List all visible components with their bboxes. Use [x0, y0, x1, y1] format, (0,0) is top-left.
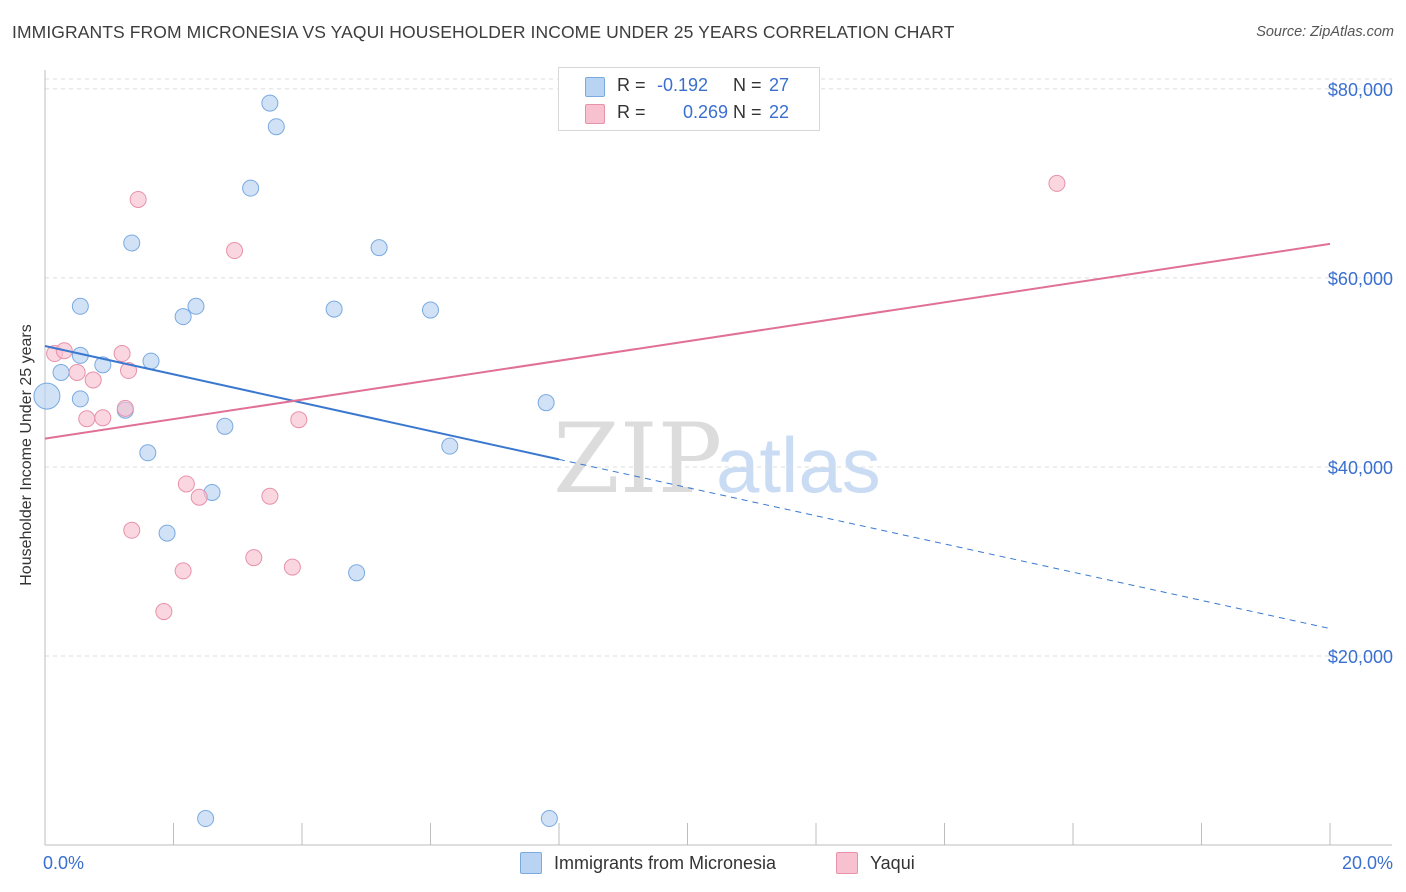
- legend-n-label: N =: [733, 102, 762, 122]
- micronesia-point: [142, 352, 160, 370]
- y-tick-label: $40,000: [1328, 458, 1393, 478]
- legend-n-label: N =: [733, 75, 762, 95]
- yaqui-point: [78, 410, 96, 428]
- x-tick-label: 0.0%: [43, 853, 84, 873]
- yaqui-point: [129, 190, 147, 208]
- source-label: Source: ZipAtlas.com: [1256, 24, 1394, 40]
- yaqui-point: [261, 487, 279, 505]
- yaqui-point: [84, 371, 102, 389]
- micronesia-point: [71, 390, 89, 408]
- micronesia-point: [242, 179, 260, 197]
- yaqui-trend-line: [44, 242, 1331, 440]
- yaqui-point: [174, 562, 192, 580]
- micronesia-point: [33, 382, 61, 410]
- legend-swatch-pink: [585, 104, 605, 124]
- yaqui-point: [116, 399, 134, 417]
- micronesia-point: [71, 297, 89, 315]
- legend-r-label: R =: [617, 102, 646, 122]
- micronesia-point: [174, 308, 192, 326]
- series-legend: Immigrants from Micronesia Yaqui: [0, 852, 1406, 876]
- yaqui-point: [245, 549, 263, 567]
- legend-r-label: R =: [617, 75, 646, 95]
- micronesia-point: [261, 94, 279, 112]
- micronesia-point: [52, 363, 70, 381]
- yaqui-point: [190, 488, 208, 506]
- series-swatch-blue: [520, 852, 542, 874]
- yaqui-point: [113, 345, 131, 363]
- micronesia-point: [540, 810, 558, 828]
- yaqui-point: [226, 242, 244, 260]
- yaqui-point: [68, 363, 86, 381]
- micronesia-point: [370, 239, 388, 257]
- watermark-zip: ZIP: [553, 403, 722, 515]
- series-legend-yaqui[interactable]: Yaqui: [836, 852, 915, 874]
- yaqui-point: [177, 475, 195, 493]
- yaqui-point: [123, 521, 141, 539]
- micronesia-point: [158, 524, 176, 542]
- legend-r-value: 0.269: [683, 102, 729, 122]
- yaqui-point: [290, 411, 308, 429]
- micronesia-point: [441, 437, 459, 455]
- legend-n-value: 22: [769, 102, 790, 122]
- micronesia-point: [537, 394, 555, 412]
- micronesia-point: [216, 417, 234, 435]
- series-legend-label: Yaqui: [870, 852, 915, 873]
- micronesia-point: [123, 234, 141, 252]
- chart-title: IMMIGRANTS FROM MICRONESIA VS YAQUI HOUS…: [12, 22, 955, 42]
- micronesia-point: [139, 444, 157, 462]
- yaqui-point: [283, 558, 301, 576]
- series-legend-micronesia[interactable]: Immigrants from Micronesia: [520, 852, 776, 874]
- micronesia-point: [94, 356, 112, 374]
- y-tick-label: $80,000: [1328, 80, 1393, 100]
- y-tick-label: $20,000: [1328, 647, 1393, 667]
- yaqui-point: [94, 409, 112, 427]
- micronesia-point: [325, 300, 343, 318]
- watermark-atlas: atlas: [716, 421, 881, 509]
- correlation-legend: R = -0.192 N = 27 R = 0.269 N = 22: [558, 67, 820, 131]
- micronesia-point: [348, 564, 366, 582]
- legend-n-value: 27: [769, 75, 790, 95]
- micronesia-point: [267, 118, 285, 136]
- yaqui-point: [1048, 174, 1066, 192]
- micronesia-trend-line: [44, 344, 560, 461]
- legend-swatch-blue: [585, 77, 605, 97]
- legend-r-value: -0.192: [657, 75, 709, 95]
- micronesia-point: [422, 301, 439, 319]
- yaqui-point: [155, 603, 173, 621]
- micronesia-point: [187, 297, 205, 315]
- y-axis-label: Householder Income Under 25 years: [18, 324, 35, 586]
- yaqui-point: [120, 362, 138, 380]
- micronesia-point: [197, 810, 215, 828]
- series-swatch-pink: [836, 852, 858, 874]
- micronesia-trend-extension: [558, 458, 1331, 630]
- y-tick-label: $60,000: [1328, 269, 1393, 289]
- x-tick-label: 20.0%: [1342, 853, 1393, 873]
- series-legend-label: Immigrants from Micronesia: [554, 852, 777, 873]
